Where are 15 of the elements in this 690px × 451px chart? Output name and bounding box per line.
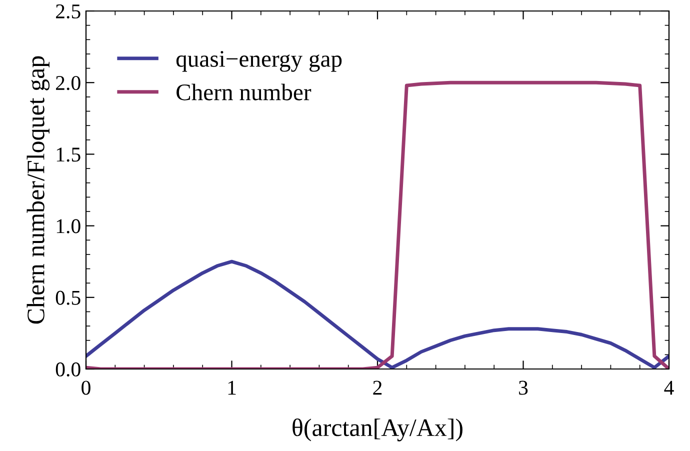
x-axis-title: θ(arctan[Ay/Ax])	[292, 418, 462, 442]
y-axis-title: Chern number/Floquet gap	[26, 56, 50, 324]
x-tick-label: 3	[519, 380, 528, 395]
y-tick-label: 2.0	[56, 76, 80, 90]
legend-label: quasi−energy gap	[176, 51, 342, 72]
y-tick-label: 1.0	[56, 219, 80, 234]
legend-label: Chern number	[176, 84, 312, 100]
y-tick-label: 0.5	[56, 290, 80, 305]
y-tick-label: 0.0	[56, 362, 80, 377]
x-tick-label: 1	[228, 380, 236, 395]
y-tick-label: 1.5	[56, 148, 80, 162]
x-tick-label: 0	[82, 380, 90, 395]
x-tick-label: 2	[373, 380, 382, 395]
x-tick-label: 4	[664, 380, 674, 395]
y-tick-label: 2.5	[56, 4, 80, 19]
